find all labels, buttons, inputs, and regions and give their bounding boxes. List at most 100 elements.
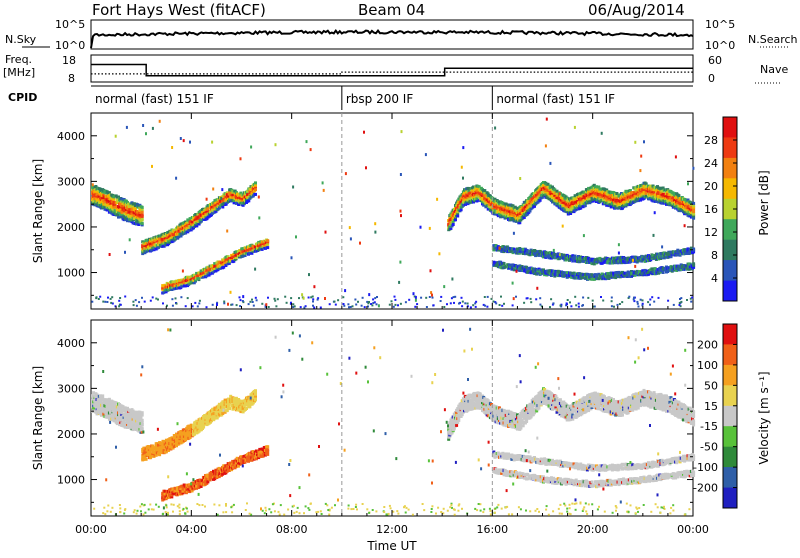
range-gate-cell xyxy=(104,301,106,303)
range-gate-cell xyxy=(415,296,417,299)
range-gate-cell xyxy=(292,186,294,189)
range-gate-cell xyxy=(267,297,269,299)
range-gate-cell xyxy=(638,306,640,308)
range-gate-cell xyxy=(446,303,448,305)
range-gate-cell xyxy=(587,297,589,299)
range-gate-cell xyxy=(240,299,242,301)
range-gate-cell xyxy=(141,411,144,414)
range-gate-cell xyxy=(312,298,314,300)
power-colorbar-label: Power [dB] xyxy=(757,170,771,235)
range-gate-cell xyxy=(313,285,315,288)
range-gate-cell xyxy=(110,302,112,304)
range-gate-cell xyxy=(349,226,351,229)
range-gate-cell xyxy=(118,305,120,307)
range-gate-cell xyxy=(368,293,370,296)
cpid-mode-label: normal (fast) 151 IF xyxy=(496,92,615,106)
cpid-mode-label: rbsp 200 IF xyxy=(346,92,413,106)
range-gate-cell xyxy=(470,306,472,308)
freq-left-tick-bottom: 8 xyxy=(68,72,75,85)
y-tick-label: 2000 xyxy=(57,221,85,234)
range-gate-cell xyxy=(308,273,310,276)
range-gate-cell xyxy=(119,297,121,299)
station-title: Fort Hays West (fitACF) xyxy=(92,1,266,19)
range-gate-cell xyxy=(426,306,428,308)
range-gate-cell xyxy=(249,301,251,303)
range-gate-cell xyxy=(251,299,253,301)
cpid-label: CPID xyxy=(8,91,37,104)
range-gate-cell xyxy=(661,245,663,248)
freq-label-line1: Freq. xyxy=(5,53,32,66)
range-gate-cell xyxy=(464,302,466,304)
range-gate-cell xyxy=(429,227,431,230)
range-gate-cell xyxy=(546,118,548,121)
range-gate-cell xyxy=(432,297,434,299)
range-gate-cell xyxy=(133,304,135,306)
range-gate-cell xyxy=(180,137,182,140)
range-gate-cell xyxy=(124,251,126,254)
range-gate-cell xyxy=(92,183,94,186)
range-gate-cell xyxy=(152,296,154,298)
range-gate-cell xyxy=(487,296,489,298)
range-gate-cell xyxy=(376,303,378,305)
range-gate-cell xyxy=(284,296,286,298)
noise-left-tick-top: 10^5 xyxy=(55,18,85,31)
range-gate-cell xyxy=(420,226,422,229)
range-gate-cell xyxy=(343,305,345,307)
range-gate-cell xyxy=(397,304,399,306)
range-gate-cell xyxy=(129,238,131,241)
range-gate-cell xyxy=(157,299,159,301)
colorbar-tick-label: 20 xyxy=(704,180,718,193)
range-gate-cell xyxy=(355,304,357,306)
colorbar-tick-label: 16 xyxy=(704,203,718,216)
range-gate-cell xyxy=(433,304,435,306)
range-gate-cell xyxy=(451,278,453,281)
range-gate-cell xyxy=(221,188,223,191)
range-gate-cell xyxy=(495,302,497,304)
range-gate-cell xyxy=(368,301,370,303)
range-gate-cell xyxy=(294,305,296,307)
range-gate-cell xyxy=(431,294,433,297)
range-gate-cell xyxy=(400,173,402,176)
date-title: 06/Aug/2014 xyxy=(588,1,685,19)
range-gate-cell xyxy=(679,298,681,300)
range-gate-cell xyxy=(303,297,305,300)
range-gate-cell xyxy=(312,301,314,303)
range-gate-cell xyxy=(647,301,649,303)
range-gate-cell xyxy=(425,153,427,156)
range-gate-cell xyxy=(292,303,294,305)
range-gate-cell xyxy=(144,301,146,303)
y-tick-label: 4000 xyxy=(57,130,85,143)
range-gate-cell xyxy=(662,271,665,274)
range-gate-cell xyxy=(677,194,680,197)
range-gate-cell xyxy=(261,303,263,305)
range-gate-cell xyxy=(298,297,300,299)
range-gate-cell xyxy=(227,303,229,306)
range-gate-cell xyxy=(420,297,422,299)
range-gate-cell xyxy=(274,300,276,302)
range-gate-cell xyxy=(187,297,189,299)
range-gate-cell xyxy=(639,169,641,172)
range-gate-cell xyxy=(667,300,669,302)
range-gate-cell xyxy=(253,305,255,307)
range-gate-cell xyxy=(692,262,695,265)
range-gate-cell xyxy=(344,289,346,292)
range-gate-cell xyxy=(185,305,187,307)
range-gate-cell xyxy=(394,296,396,298)
range-gate-cell xyxy=(582,304,584,306)
range-gate-cell xyxy=(618,252,620,255)
range-gate-cell xyxy=(512,304,514,306)
range-gate-cell xyxy=(550,298,552,300)
range-gate-cell xyxy=(98,298,100,300)
range-gate-cell xyxy=(197,305,199,307)
range-gate-cell xyxy=(559,253,561,256)
range-gate-cell xyxy=(530,298,532,300)
range-gate-cell xyxy=(266,246,269,249)
range-gate-cell xyxy=(619,303,621,305)
range-gate-cell xyxy=(545,144,547,147)
range-gate-cell xyxy=(654,211,656,214)
range-gate-cell xyxy=(151,165,153,168)
range-gate-cell xyxy=(398,281,400,284)
range-gate-cell xyxy=(634,141,636,144)
